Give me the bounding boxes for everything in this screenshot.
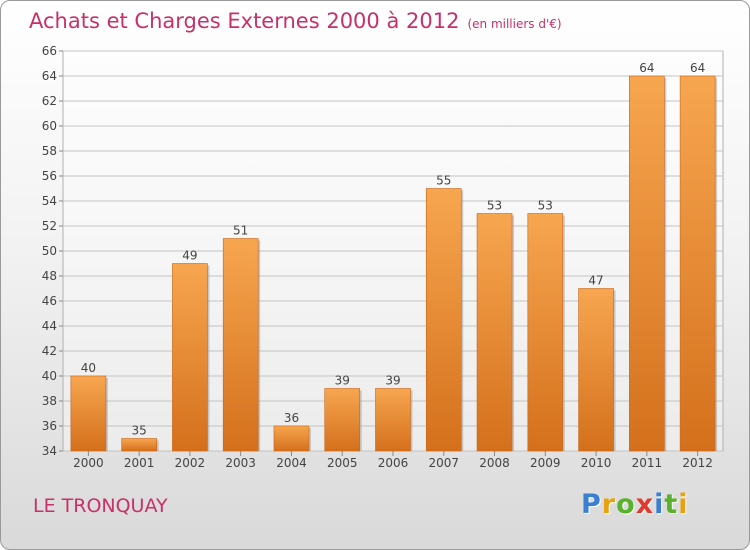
bar-2009 — [527, 213, 564, 452]
y-tick-label: 54 — [42, 194, 57, 208]
y-tick-label: 52 — [42, 219, 57, 233]
bar-2008 — [476, 213, 513, 452]
bar-2010 — [578, 288, 614, 452]
y-tick-label: 62 — [42, 94, 57, 108]
bar-2012 — [679, 75, 716, 452]
bar-2007 — [425, 188, 462, 452]
logo-letter: i — [654, 489, 665, 520]
y-tick-label: 60 — [42, 119, 57, 133]
bar-2006 — [375, 388, 411, 452]
value-label-2012: 64 — [690, 61, 705, 75]
y-tick-label: 56 — [42, 169, 57, 183]
y-tick-label: 34 — [42, 444, 57, 458]
value-label-2006: 39 — [385, 374, 400, 388]
logo-letter: i — [678, 489, 689, 520]
y-tick-label: 66 — [42, 44, 57, 58]
y-tick-label: 42 — [42, 344, 57, 358]
x-tick-label-2002: 2002 — [175, 456, 206, 470]
value-label-2003: 51 — [233, 224, 248, 238]
logo-letter: t — [664, 489, 679, 520]
logo-letter: r — [601, 489, 617, 520]
y-tick-label: 40 — [42, 369, 57, 383]
x-tick-label-2000: 2000 — [73, 456, 104, 470]
y-tick-label: 64 — [42, 69, 57, 83]
x-tick-label-2011: 2011 — [632, 456, 663, 470]
bar-2001 — [121, 438, 157, 452]
place-name: LE TRONQUAY — [33, 495, 168, 517]
bar-2011 — [629, 75, 665, 452]
y-tick-label: 38 — [42, 394, 57, 408]
logo-letter: o — [616, 489, 636, 520]
bar-2005 — [324, 388, 361, 452]
value-label-2007: 55 — [436, 174, 451, 188]
x-tick-label-2010: 2010 — [581, 456, 612, 470]
chart-unit: (en milliers d'€) — [467, 17, 562, 31]
logo-letter: x — [635, 489, 655, 520]
value-label-2010: 47 — [588, 274, 603, 288]
value-label-2005: 39 — [335, 374, 350, 388]
y-tick-label: 36 — [42, 419, 57, 433]
x-tick-label-2001: 2001 — [124, 456, 155, 470]
value-label-2000: 40 — [81, 361, 96, 375]
x-tick-label-2005: 2005 — [327, 456, 358, 470]
x-tick-label-2004: 2004 — [276, 456, 307, 470]
y-tick-label: 48 — [42, 269, 57, 283]
value-label-2004: 36 — [284, 411, 299, 425]
x-tick-label-2009: 2009 — [530, 456, 561, 470]
x-tick-label-2006: 2006 — [378, 456, 409, 470]
bar-2003 — [222, 238, 259, 452]
value-label-2011: 64 — [639, 61, 654, 75]
y-tick-label: 58 — [42, 144, 57, 158]
value-label-2009: 53 — [538, 199, 553, 213]
x-tick-label-2003: 2003 — [225, 456, 256, 470]
value-label-2001: 35 — [132, 424, 147, 438]
y-tick-label: 50 — [42, 244, 57, 258]
bar-2000 — [70, 375, 107, 452]
bar-2002 — [172, 263, 208, 452]
x-tick-label-2007: 2007 — [428, 456, 459, 470]
chart-title-text: Achats et Charges Externes 2000 à 2012 — [29, 9, 460, 33]
value-label-2002: 49 — [182, 249, 197, 263]
x-tick-label-2008: 2008 — [479, 456, 510, 470]
value-label-2008: 53 — [487, 199, 502, 213]
y-tick-label: 46 — [42, 294, 57, 308]
bar-2004 — [273, 425, 310, 452]
chart-title: Achats et Charges Externes 2000 à 2012 (e… — [29, 9, 562, 33]
x-tick-label-2012: 2012 — [682, 456, 713, 470]
proxiti-logo: Proxiti — [581, 489, 689, 520]
logo-letter: P — [581, 489, 602, 520]
y-tick-label: 44 — [42, 319, 57, 333]
